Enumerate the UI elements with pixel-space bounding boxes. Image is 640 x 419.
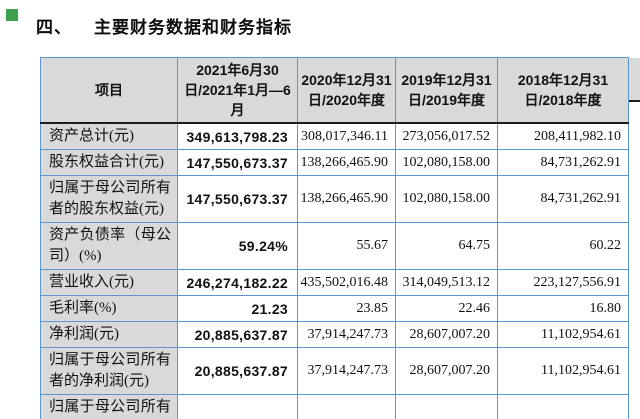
table-row: 归属于母公司所有者的净利润(元) 20,885,637.87 37,914,247.… [40, 347, 629, 395]
item-label-cell: 净利润(元) [40, 321, 178, 348]
value-cell: 138,266,465.90 [297, 175, 396, 223]
value-cell: 11,102,954.61 [497, 321, 629, 348]
section-heading: 四、 主要财务数据和财务指标 [36, 13, 292, 38]
value-cell: 147,550,673.37 [177, 149, 298, 176]
value-cell: 60.22 [497, 222, 629, 270]
table-row: 营业收入(元) 246,274,182.22 435,502,016.48 314,0… [40, 269, 629, 296]
cropped-column-edge [629, 58, 640, 102]
table-row: 资产负债率（母公司）(%) 59.24% 55.67 64.75 60.22 [40, 222, 629, 270]
value-cell: 36,734,849.63 [297, 394, 396, 419]
value-cell: 28,607,007.20 [395, 347, 498, 395]
value-cell: 435,502,016.48 [297, 269, 396, 296]
value-cell: 27,947,588.74 [395, 394, 498, 419]
item-label-cell: 股东权益合计(元) [40, 149, 178, 176]
value-cell: 349,613,798.23 [177, 122, 298, 150]
table-header-row: 项目 2021年6月30日/2021年1月—6月 2020年12月31日/202… [40, 57, 629, 124]
item-label-cell: 资产总计(元) [40, 122, 178, 150]
item-label-cell: 毛利率(%) [40, 295, 178, 322]
value-cell: 273,056,017.52 [395, 122, 498, 150]
period-header-cell: 2020年12月31日/2020年度 [297, 57, 396, 124]
period-header-cell: 2018年12月31日/2018年度 [497, 57, 629, 124]
value-cell: 20,885,637.87 [177, 347, 298, 395]
table-row: 股东权益合计(元) 147,550,673.37 138,266,465.90 102… [40, 149, 629, 176]
item-label-cell: 归属于母公司所有者的股东权益(元) [40, 175, 178, 223]
value-cell: 64.75 [395, 222, 498, 270]
table-row: 净利润(元) 20,885,637.87 37,914,247.73 28,607,0… [40, 321, 629, 348]
value-cell: 102,080,158.00 [395, 175, 498, 223]
value-cell: 20,917,391.73 [177, 394, 298, 419]
value-cell: 21.23 [177, 295, 298, 322]
value-cell: 37,914,247.73 [297, 321, 396, 348]
value-cell: 11,102,954.61 [497, 347, 629, 395]
item-label-cell: 归属于母公司所有者的净利润(元) [40, 347, 178, 395]
value-cell: 102,080,158.00 [395, 149, 498, 176]
period-header-cell: 2019年12月31日/2019年度 [395, 57, 498, 124]
section-title: 主要财务数据和财务指标 [94, 18, 292, 37]
table-row: 归属于母公司所有者的股东权益(元) 147,550,673.37 138,266,4… [40, 175, 629, 223]
value-cell: 10,050,787.87 [497, 394, 629, 419]
value-cell: 20,885,637.87 [177, 321, 298, 348]
value-cell: 314,049,513.12 [395, 269, 498, 296]
item-header-cell: 项目 [40, 57, 178, 124]
item-label-cell: 营业收入(元) [40, 269, 178, 296]
value-cell: 23.85 [297, 295, 396, 322]
value-cell: 28,607,007.20 [395, 321, 498, 348]
table-row: 毛利率(%) 21.23 23.85 22.46 16.80 [40, 295, 629, 322]
item-label-cell: 资产负债率（母公司）(%) [40, 222, 178, 270]
value-cell: 84,731,262.91 [497, 149, 629, 176]
value-cell: 55.67 [297, 222, 396, 270]
table-row: 资产总计(元) 349,613,798.23 308,017,346.11 273,0… [40, 122, 629, 150]
item-label-cell: 归属于母公司所有者的扣除非经常性损益后的净利润(元) [40, 394, 178, 419]
value-cell: 138,266,465.90 [297, 149, 396, 176]
value-cell: 208,411,982.10 [497, 122, 629, 150]
financial-data-table: 项目 2021年6月30日/2021年1月—6月 2020年12月31日/202… [40, 57, 629, 419]
table-row: 归属于母公司所有者的扣除非经常性损益后的净利润(元)20,917,391.733… [40, 394, 629, 419]
green-bullet-icon [6, 9, 18, 21]
value-cell: 84,731,262.91 [497, 175, 629, 223]
value-cell: 147,550,673.37 [177, 175, 298, 223]
value-cell: 59.24% [177, 222, 298, 270]
value-cell: 308,017,346.11 [297, 122, 396, 150]
value-cell: 16.80 [497, 295, 629, 322]
value-cell: 22.46 [395, 295, 498, 322]
value-cell: 223,127,556.91 [497, 269, 629, 296]
period-header-cell: 2021年6月30日/2021年1月—6月 [177, 57, 298, 124]
section-number: 四、 [36, 18, 72, 37]
value-cell: 246,274,182.22 [177, 269, 298, 296]
value-cell: 37,914,247.73 [297, 347, 396, 395]
